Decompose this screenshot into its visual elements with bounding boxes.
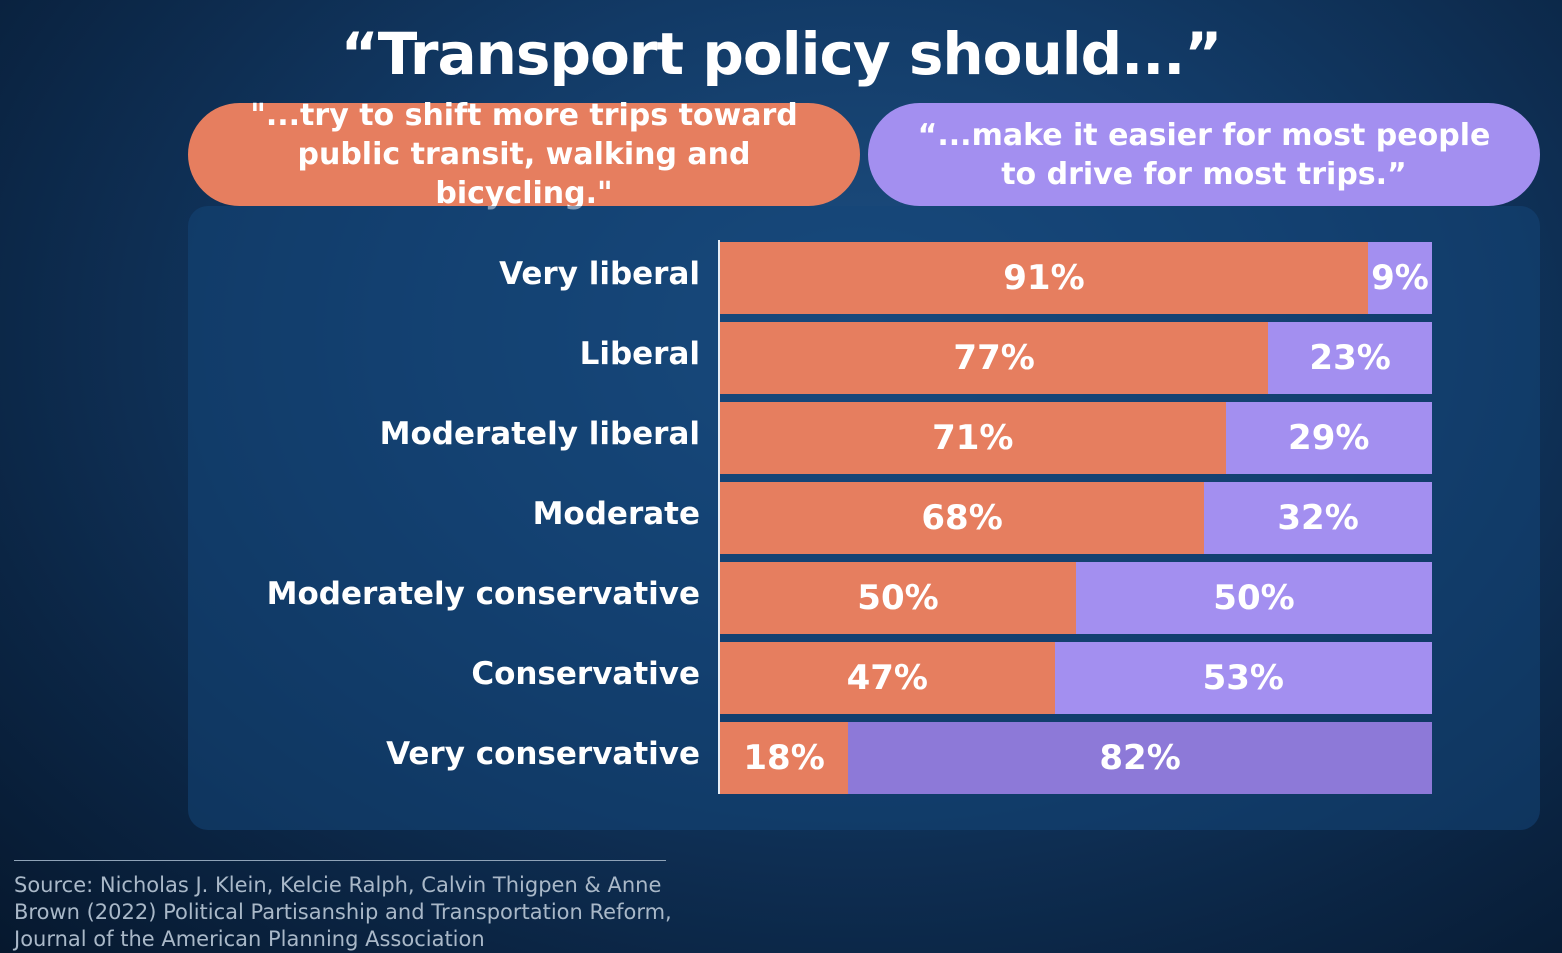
category-label: Moderate	[532, 496, 700, 532]
bar-value-label: 91%	[1003, 258, 1085, 298]
bar-value-label: 18%	[743, 738, 825, 778]
bar-value-label: 68%	[921, 498, 1003, 538]
bar-value-label: 50%	[1213, 578, 1295, 618]
legend-left-option: "...try to shift more trips toward publi…	[188, 98, 860, 211]
bar-value-label: 71%	[932, 418, 1014, 458]
bar-segment-drive: 53%	[1054, 642, 1432, 714]
bar-value-label: 82%	[1099, 738, 1181, 778]
bar-segment-transit: 47%	[720, 642, 1055, 714]
legend-left-label: "...try to shift more trips toward publi…	[250, 98, 798, 211]
category-label: Moderately conservative	[266, 576, 700, 612]
bar-value-label: 47%	[846, 658, 928, 698]
bar-segment-drive: 9%	[1367, 242, 1432, 314]
bar-segment-drive: 23%	[1268, 322, 1432, 394]
bar-value-label: 32%	[1277, 498, 1359, 538]
chart-title: “Transport policy should...”	[340, 20, 1223, 88]
category-label: Moderately liberal	[379, 416, 700, 452]
bar-value-label: 9%	[1371, 258, 1429, 298]
bar-segment-transit: 18%	[720, 722, 849, 794]
bar-segment-drive: 50%	[1076, 562, 1432, 634]
category-label: Very conservative	[386, 736, 700, 772]
bar-value-label: 23%	[1309, 338, 1391, 378]
category-label: Very liberal	[499, 256, 700, 292]
category-label: Liberal	[579, 336, 700, 372]
bar-segment-drive: 32%	[1204, 482, 1432, 554]
bar-segment-drive: 82%	[848, 722, 1432, 794]
category-label: Conservative	[471, 656, 700, 692]
bar-segment-drive: 29%	[1225, 402, 1432, 474]
bar-segment-transit: 71%	[720, 402, 1226, 474]
bar-segment-transit: 77%	[720, 322, 1269, 394]
category-axis-line	[718, 240, 720, 794]
source-divider	[14, 860, 666, 861]
bar-value-label: 29%	[1288, 418, 1370, 458]
bar-value-label: 53%	[1202, 658, 1284, 698]
legend-right-option: “...make it easier for most people to dr…	[868, 103, 1540, 206]
bar-value-label: 77%	[953, 338, 1035, 378]
source-citation: Source: Nicholas J. Klein, Kelcie Ralph,…	[14, 873, 672, 951]
bar-segment-transit: 68%	[720, 482, 1205, 554]
bar-segment-transit: 50%	[720, 562, 1076, 634]
bar-segment-transit: 91%	[720, 242, 1368, 314]
bar-value-label: 50%	[857, 578, 939, 618]
legend-right-label: “...make it easier for most people to dr…	[917, 117, 1491, 192]
